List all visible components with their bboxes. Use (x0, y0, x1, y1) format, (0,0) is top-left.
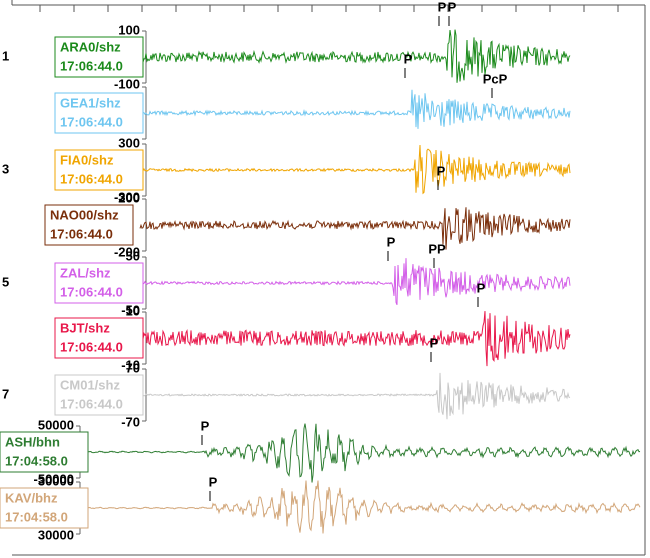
phase-pick: P (448, 0, 457, 14)
trace-label: ARA0/shz (60, 39, 121, 54)
trace-label-box (44, 204, 134, 246)
waveform (84, 480, 641, 534)
trace-label-box (0, 487, 89, 529)
waveform (139, 258, 571, 305)
scale-top: 50 (126, 248, 140, 263)
trace-label: CM01/shz (60, 377, 120, 392)
scale-top: 300 (118, 135, 140, 150)
waveform (139, 89, 571, 129)
row-number: 5 (2, 274, 9, 289)
scale-top: 30000 (38, 473, 74, 488)
scale-bottom: -200 (114, 244, 140, 259)
trace-label-box (54, 317, 144, 359)
trace-label-box (54, 149, 144, 191)
trace-time: 17:06:44.0 (60, 339, 123, 354)
trace: 200 -200 NAO00/shz 17:06:44.0 PP (44, 190, 571, 268)
trace-label: FIA0/shz (60, 152, 114, 167)
scale-bottom: -10 (121, 357, 140, 372)
scale-top: 50000 (38, 417, 74, 432)
phase-pick: PP (428, 241, 446, 256)
trace-label-box (0, 431, 89, 473)
phase-pick: P (209, 474, 218, 489)
scale-bottom: -50000 (34, 471, 74, 486)
waveform (139, 311, 571, 367)
trace-time: 17:06:44.0 (60, 284, 123, 299)
row-number: 7 (2, 386, 9, 401)
scale-top: 10 (126, 303, 140, 318)
trace-label: KAV/bhz (5, 490, 58, 505)
trace: 3 300 -300 FIA0/shz 17:06:44.0 P (2, 135, 571, 204)
row-number: 1 (2, 48, 9, 63)
trace-time: 17:06:44.0 (50, 226, 113, 241)
phase-pick: P (201, 418, 210, 433)
phase-pick: P (438, 0, 447, 14)
trace-time: 17:06:44.0 (60, 58, 123, 73)
trace-label-box (54, 374, 144, 416)
scale-bottom: -50 (121, 302, 140, 317)
phase-pick: P (437, 163, 446, 178)
trace: 50000 -50000 ASH/bhn 17:04:58.0 P (0, 417, 641, 486)
trace: 7 70 -70 CM01/shz 17:06:44.0 P (2, 335, 571, 429)
scale-bottom: 30000 (38, 527, 74, 542)
scale-bottom: -70 (121, 414, 140, 429)
trace: GEA1/shz 17:06:44.0 P (54, 51, 571, 140)
trace-time: 17:06:44.0 (60, 114, 123, 129)
row-number: 3 (2, 161, 9, 176)
waveform (139, 144, 571, 195)
trace: 5 50 -50 ZAL/shz 17:06:44.0 P (2, 234, 571, 317)
phase-pick: P (430, 335, 439, 350)
trace-label: GEA1/shz (60, 95, 121, 110)
trace-time: 17:04:58.0 (5, 453, 68, 468)
waveform (139, 372, 571, 420)
trace-label-box (54, 262, 144, 304)
scale-top: 70 (126, 360, 140, 375)
trace-time: 17:04:58.0 (5, 509, 68, 524)
trace-label-box (54, 92, 144, 134)
waveform (139, 207, 571, 250)
phase-pick: P (477, 280, 486, 295)
trace-label: ASH/bhn (5, 434, 60, 449)
waveform (139, 29, 571, 83)
trace: 10 -10 BJT/shz 17:06:44.0 P (54, 280, 571, 372)
trace-label: NAO00/shz (50, 207, 119, 222)
phase-pick: P (404, 51, 413, 66)
trace-time: 17:06:44.0 (60, 171, 123, 186)
trace-label: ZAL/shz (60, 265, 111, 280)
scale-bottom: -100 (114, 76, 140, 91)
scale-bottom: -300 (114, 189, 140, 204)
scale-top: 100 (118, 22, 140, 37)
phase-pick: PcP (483, 71, 508, 86)
trace-label: BJT/shz (60, 320, 110, 335)
trace-label-box (54, 36, 144, 78)
waveform (84, 423, 641, 483)
phase-pick: P (387, 234, 396, 249)
trace-time: 17:06:44.0 (60, 396, 123, 411)
scale-top: 200 (118, 190, 140, 205)
